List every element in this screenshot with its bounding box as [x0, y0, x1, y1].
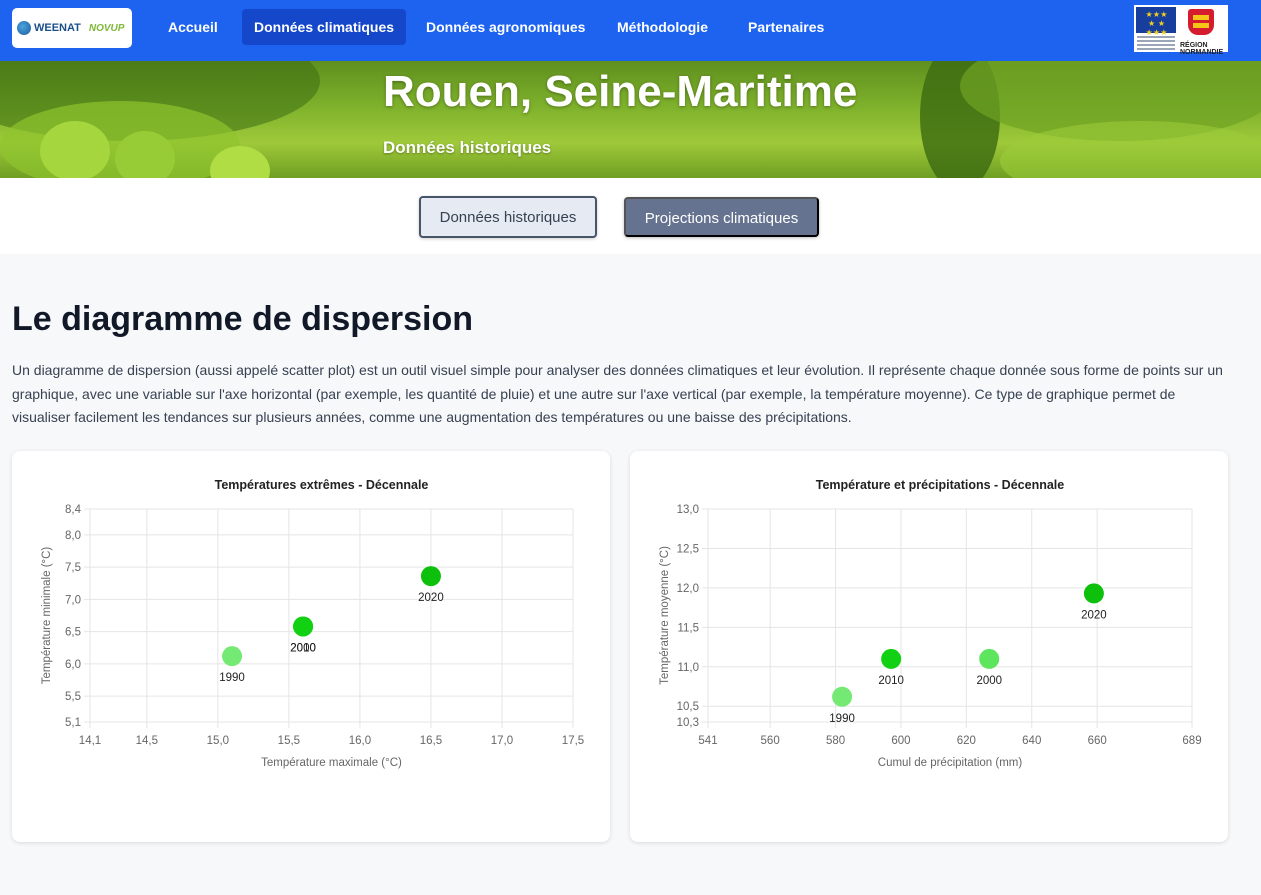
chart-card-temperature-precipitation: Température et précipitations - Décennal… — [630, 451, 1228, 842]
y-tick-label: 7,0 — [65, 594, 81, 606]
nav-item-partenaires[interactable]: Partenaires — [748, 19, 825, 35]
y-tick-label: 12,0 — [677, 583, 699, 595]
data-point-2020 — [1083, 583, 1104, 604]
climate-projections-button[interactable]: Projections climatiques — [624, 197, 819, 237]
data-point-label-2010: 2010 — [878, 675, 904, 687]
data-point-2010 — [881, 648, 902, 669]
hero-banner: Rouen, Seine-Maritime Données historique… — [0, 61, 1261, 178]
y-tick-label: 5,1 — [65, 717, 81, 729]
hero-title: Rouen, Seine-Maritime — [383, 67, 858, 116]
nav-item-methodologie[interactable]: Méthodologie — [617, 19, 708, 35]
nav-item-donnees-climatiques[interactable]: Données climatiques — [242, 9, 407, 45]
y-tick-label: 11,0 — [677, 662, 699, 674]
y-tick-label: 11,5 — [677, 622, 699, 634]
historical-data-button[interactable]: Données historiques — [419, 196, 597, 238]
chart-card-extreme-temperatures: Températures extrêmes - Décennale 14,1 14,… — [12, 451, 610, 842]
data-point-label-2010: 2010 — [290, 642, 316, 654]
data-point-label-1990: 1990 — [219, 672, 245, 684]
x-tick-label: 15,5 — [278, 735, 300, 747]
data-point-label-2000: 2000 — [976, 675, 1002, 687]
chart-title: Température et précipitations - Décennal… — [816, 478, 1064, 492]
y-tick-label: 6,0 — [65, 659, 81, 671]
section-intro: Un diagramme de dispersion (aussi appelé… — [12, 362, 1223, 425]
site-logo[interactable]: WEENAT NOVUP — [12, 8, 132, 48]
hero-subtitle: Données historiques — [383, 138, 552, 157]
x-tick-label: 600 — [891, 735, 910, 747]
normandie-logo-text: RÉGION NORMANDIE — [1180, 42, 1224, 56]
nav-item-donnees-agronomiques[interactable]: Données agronomiques — [426, 19, 586, 35]
y-tick-label: 6,5 — [65, 627, 81, 639]
data-point-2000 — [979, 648, 1000, 669]
data-point-label-1990: 1990 — [829, 713, 855, 725]
x-tick-label: 17,0 — [491, 735, 513, 747]
data-mode-toggle: Données historiques Projections climatiq… — [0, 178, 1261, 254]
y-axis-label: Température minimale (°C) — [41, 547, 53, 685]
x-tick-label: 580 — [826, 735, 845, 747]
top-navbar: WEENAT NOVUP Accueil Données climatiques… — [0, 0, 1261, 61]
x-tick-label: 14,1 — [79, 735, 101, 747]
x-tick-label: 660 — [1088, 735, 1107, 747]
data-point-2020 — [420, 566, 441, 587]
y-axis-label: Température moyenne (°C) — [659, 546, 671, 685]
x-tick-label: 560 — [761, 735, 780, 747]
globe-icon — [17, 21, 31, 35]
data-point-1990 — [222, 646, 243, 667]
y-tick-label: 7,5 — [65, 562, 81, 574]
y-tick-label: 8,0 — [65, 530, 81, 542]
data-point-label-2000: 2000 — [290, 642, 316, 654]
eu-caption-lines — [1137, 36, 1175, 52]
y-tick-label: 5,5 — [65, 691, 81, 703]
partner-logos: ★ ★ ★ ★ ★ ★ ★ ★ RÉGION NORMANDIE — [1134, 5, 1228, 56]
chart-title: Températures extrêmes - Décennale — [215, 478, 429, 492]
x-tick-label: 15,0 — [207, 735, 229, 747]
x-tick-label: 16,0 — [349, 735, 371, 747]
section-title: Le diagramme de dispersion — [12, 300, 474, 338]
y-tick-label: 10,5 — [677, 701, 699, 713]
normandie-shield-icon — [1188, 9, 1214, 35]
logo-text: WEENAT — [34, 22, 81, 34]
x-tick-label: 620 — [957, 735, 976, 747]
x-tick-label: 541 — [698, 735, 717, 747]
eu-flag-icon — [1136, 7, 1176, 33]
data-point-label-2020: 2020 — [1081, 609, 1107, 621]
data-point-1990 — [832, 686, 853, 707]
x-tick-label: 640 — [1022, 735, 1041, 747]
x-axis-label: Cumul de précipitation (mm) — [878, 757, 1023, 769]
data-point-label-2020: 2020 — [418, 592, 444, 604]
x-tick-label: 689 — [1182, 735, 1201, 747]
x-tick-label: 17,5 — [562, 735, 584, 747]
y-tick-label: 10,3 — [677, 717, 699, 729]
data-point-2010 — [293, 616, 314, 637]
y-tick-label: 8,4 — [65, 504, 82, 516]
nav-item-accueil[interactable]: Accueil — [168, 19, 218, 35]
logo-sub-text: NOVUP — [88, 22, 125, 34]
x-tick-label: 16,5 — [420, 735, 442, 747]
y-tick-label: 12,5 — [677, 543, 699, 555]
x-tick-label: 14,5 — [136, 735, 158, 747]
y-tick-label: 13,0 — [677, 504, 699, 516]
scatter-chart-temperature-precipitation: Température et précipitations - Décennal… — [659, 478, 1202, 769]
eu-stars-icon: ★ ★ ★ ★ ★ ★ ★ ★ — [1145, 10, 1168, 37]
x-axis-label: Température maximale (°C) — [261, 757, 402, 769]
scatter-chart-extreme-temperatures: Températures extrêmes - Décennale 14,1 14,… — [41, 478, 584, 769]
